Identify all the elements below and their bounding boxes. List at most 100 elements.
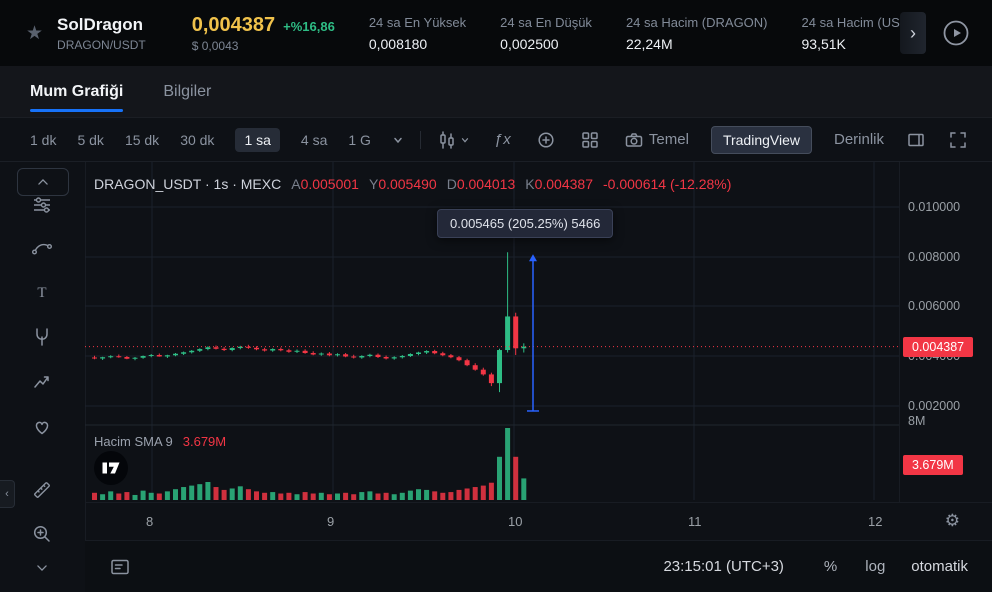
tabstrip: Mum Grafiği Bilgiler xyxy=(0,66,992,118)
time-tick: 12 xyxy=(868,514,883,529)
price-axis[interactable]: 0.004387 3.679M 0.010000 0.008000 0.006000… xyxy=(899,162,992,502)
text-tool[interactable]: T xyxy=(28,278,56,306)
volume-badge: 3.679M xyxy=(903,455,963,475)
chart-style-dropdown-icon xyxy=(461,137,469,143)
symbol-name: SolDragon xyxy=(57,14,143,34)
forecast-icon xyxy=(34,376,49,388)
interval-1dk[interactable]: 1 dk xyxy=(30,131,57,148)
stat-value: 93,51K xyxy=(801,35,846,52)
tools-scroll-down-button[interactable] xyxy=(28,554,56,582)
tools-scroll-up-button[interactable] xyxy=(17,168,69,196)
video-play-button[interactable] xyxy=(942,19,970,47)
low-value: 0.004013 xyxy=(456,176,516,192)
stat-label: 24 sa En Düşük xyxy=(500,14,592,30)
stat-24h-high: 24 sa En Yüksek 0,008180 xyxy=(369,15,466,52)
stat-value: 22,24M xyxy=(625,35,673,52)
panel-layout-icon[interactable] xyxy=(906,130,926,150)
interval-30dk[interactable]: 30 dk xyxy=(180,131,215,148)
measure-tooltip: 0.005465 (205.25%) 5466 xyxy=(437,209,614,238)
chart-clock[interactable]: 23:15:01 (UTC+3) xyxy=(663,558,784,575)
chart-region[interactable]: DRAGON_USDT · 1s · MEXC A0.005001 Y0.005… xyxy=(85,162,900,502)
interval-1g[interactable]: 1 G xyxy=(348,131,371,148)
chart-style-button[interactable] xyxy=(437,130,470,150)
measure-ruler-tool[interactable] xyxy=(28,476,56,504)
open-label: A xyxy=(291,176,301,192)
trend-line-tool[interactable] xyxy=(28,191,56,219)
price-tick: 0.008000 xyxy=(908,250,961,264)
time-tick: 9 xyxy=(327,514,335,529)
pitchfork-tool[interactable] xyxy=(28,323,56,351)
stat-value: 0,002500 xyxy=(500,35,559,52)
mode-depth-button[interactable]: Derinlik xyxy=(833,131,884,148)
candlestick-chart[interactable] xyxy=(85,162,900,502)
mode-tradingview-button[interactable]: TradingView xyxy=(710,125,812,154)
toolbar-collapse-button[interactable]: ‹ xyxy=(0,480,15,508)
forecast-tool[interactable] xyxy=(28,368,56,396)
price-change-percent: +%16,86 xyxy=(283,18,335,34)
brush-icon xyxy=(32,243,53,255)
interval-15dk[interactable]: 15 dk xyxy=(124,131,160,148)
fullscreen-icon[interactable] xyxy=(948,130,968,150)
header: ★ SolDragon DRAGON/USDT 0,004387 +%16,86… xyxy=(0,0,992,66)
open-value: 0.005001 xyxy=(300,176,359,192)
stat-24h-low: 24 sa En Düşük 0,002500 xyxy=(500,15,592,52)
screenshot-button[interactable] xyxy=(624,130,644,150)
interval-1sa[interactable]: 1 sa xyxy=(235,127,280,152)
svg-text:T: T xyxy=(37,285,46,301)
favorite-star-icon[interactable]: ★ xyxy=(26,22,44,44)
stat-24h-volume-quote: 24 sa Hacim (US 93,51K xyxy=(802,15,900,52)
ruler-icon xyxy=(34,482,50,498)
ohlc-low: D0.004013 xyxy=(447,176,516,192)
compare-icon xyxy=(538,131,554,148)
time-axis[interactable]: ⚙ 8 9 10 11 12 xyxy=(85,502,992,541)
favorites-tool[interactable] xyxy=(28,413,56,441)
price-tick: 0.002000 xyxy=(908,399,961,413)
indicators-fx-button[interactable]: ƒx xyxy=(493,131,512,148)
tradingview-logo-icon[interactable] xyxy=(93,450,129,491)
stats-scroll-right-button[interactable]: › xyxy=(900,12,926,54)
object-tree-icon xyxy=(111,559,129,574)
price-tick: 0.010000 xyxy=(908,200,961,214)
tab-label: Bilgiler xyxy=(163,82,212,100)
usd-price: $ 0,0043 xyxy=(191,38,239,53)
stat-24h-volume-base: 24 sa Hacim (DRAGON) 22,24M xyxy=(626,15,768,52)
time-tick: 11 xyxy=(688,514,702,529)
tab-info[interactable]: Bilgiler xyxy=(163,66,211,117)
symbol-block: SolDragon DRAGON/USDT xyxy=(57,15,146,52)
high-value: 0.005490 xyxy=(378,176,437,192)
price-tick: 0.006000 xyxy=(908,299,961,313)
close-value: 0.004387 xyxy=(534,176,593,192)
chart-bottom-bar: 23:15:01 (UTC+3) % log otomatik xyxy=(85,540,992,592)
price-badge: 0.004387 xyxy=(903,337,974,357)
mode-basic-button[interactable]: Temel xyxy=(648,131,689,148)
interval-5dk[interactable]: 5 dk xyxy=(77,131,104,148)
stat-label: 24 sa En Yüksek xyxy=(368,14,467,30)
chevron-up-icon xyxy=(38,179,48,185)
intervals-dropdown-icon[interactable] xyxy=(392,134,404,146)
volume-legend: Hacim SMA 9 3.679M xyxy=(94,434,226,449)
symbol-pair: DRAGON/USDT xyxy=(57,37,146,52)
interval-4sa[interactable]: 4 sa xyxy=(300,131,328,148)
legend-title: DRAGON_USDT · 1s · MEXC xyxy=(94,176,282,192)
price-block: 0,004387 +%16,86 $ 0,0043 xyxy=(192,14,335,53)
log-scale-toggle[interactable]: log xyxy=(865,558,886,575)
zoom-in-tool[interactable] xyxy=(28,520,56,548)
ohlc-open: A0.005001 xyxy=(291,176,359,192)
ohlc-change: -0.000614 (-12.28%) xyxy=(603,176,732,192)
auto-scale-toggle[interactable]: otomatik xyxy=(911,558,968,575)
time-tick: 8 xyxy=(146,514,154,529)
play-circle-icon xyxy=(943,20,969,46)
candle-style-icon xyxy=(440,130,454,149)
camera-icon xyxy=(625,132,643,147)
compare-button[interactable] xyxy=(536,130,556,150)
high-label: Y xyxy=(368,176,379,192)
brush-tool[interactable] xyxy=(28,234,56,262)
object-tree-button[interactable] xyxy=(109,556,131,578)
pitchfork-icon xyxy=(36,328,48,346)
percent-scale-toggle[interactable]: % xyxy=(823,558,838,575)
tab-label: Mum Grafiği xyxy=(30,82,124,100)
tab-candle-chart[interactable]: Mum Grafiği xyxy=(30,66,124,117)
grid-layout-button[interactable] xyxy=(580,130,600,150)
chart-settings-gear-icon[interactable]: ⚙ xyxy=(944,511,960,530)
